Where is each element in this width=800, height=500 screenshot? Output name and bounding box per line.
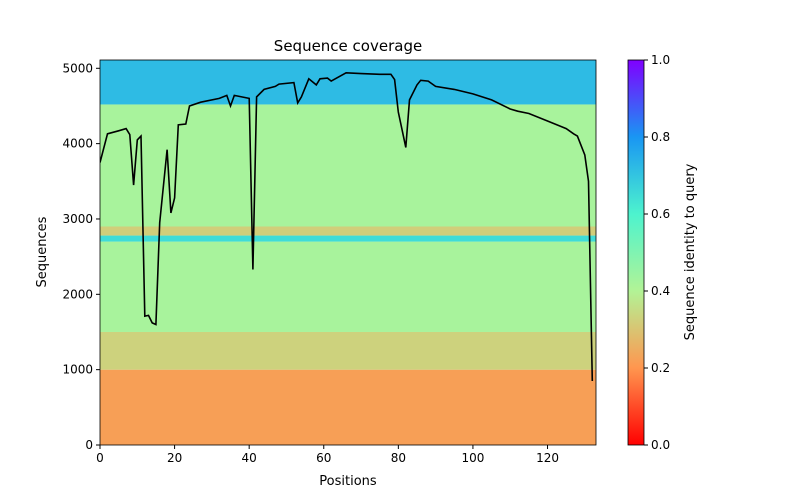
x-tick-label: 100	[461, 451, 484, 465]
colorbar-tick-label: 0.0	[651, 438, 670, 452]
identity-band	[100, 331, 596, 370]
x-tick-label: 60	[316, 451, 331, 465]
colorbar-tick-label: 1.0	[651, 53, 670, 67]
coverage-line	[100, 71, 594, 382]
colorbar-tick-label: 0.4	[651, 284, 670, 298]
colorbar-tick-label: 0.8	[651, 130, 670, 144]
plot-frame	[99, 59, 597, 446]
identity-band	[100, 241, 596, 332]
colorbar-tick-label: 0.2	[651, 361, 670, 375]
colorbar	[627, 59, 645, 446]
heatmap	[100, 60, 596, 445]
x-tick-label: 0	[96, 451, 104, 465]
y-tick-label: 1000	[62, 363, 93, 377]
identity-band	[100, 226, 596, 236]
identity-band	[100, 60, 596, 105]
y-tick-label: 3000	[62, 212, 93, 226]
chart-title: Sequence coverage	[274, 37, 422, 55]
y-tick-label: 2000	[62, 287, 93, 301]
identity-band	[100, 235, 596, 242]
colorbar-label: Sequence identity to query	[683, 163, 698, 340]
y-tick-label: 5000	[62, 61, 93, 75]
y-tick-label: 4000	[62, 137, 93, 151]
y-axis-label: Sequences	[35, 216, 50, 287]
colorbar-tick-label: 0.6	[651, 207, 670, 221]
x-tick-label: 20	[167, 451, 182, 465]
x-tick-label: 80	[391, 451, 406, 465]
y-tick-label: 0	[85, 438, 93, 452]
identity-band	[100, 104, 596, 227]
x-axis-label: Positions	[319, 474, 377, 489]
x-tick-label: 120	[536, 451, 559, 465]
x-tick-label: 40	[242, 451, 257, 465]
identity-band	[100, 369, 596, 445]
